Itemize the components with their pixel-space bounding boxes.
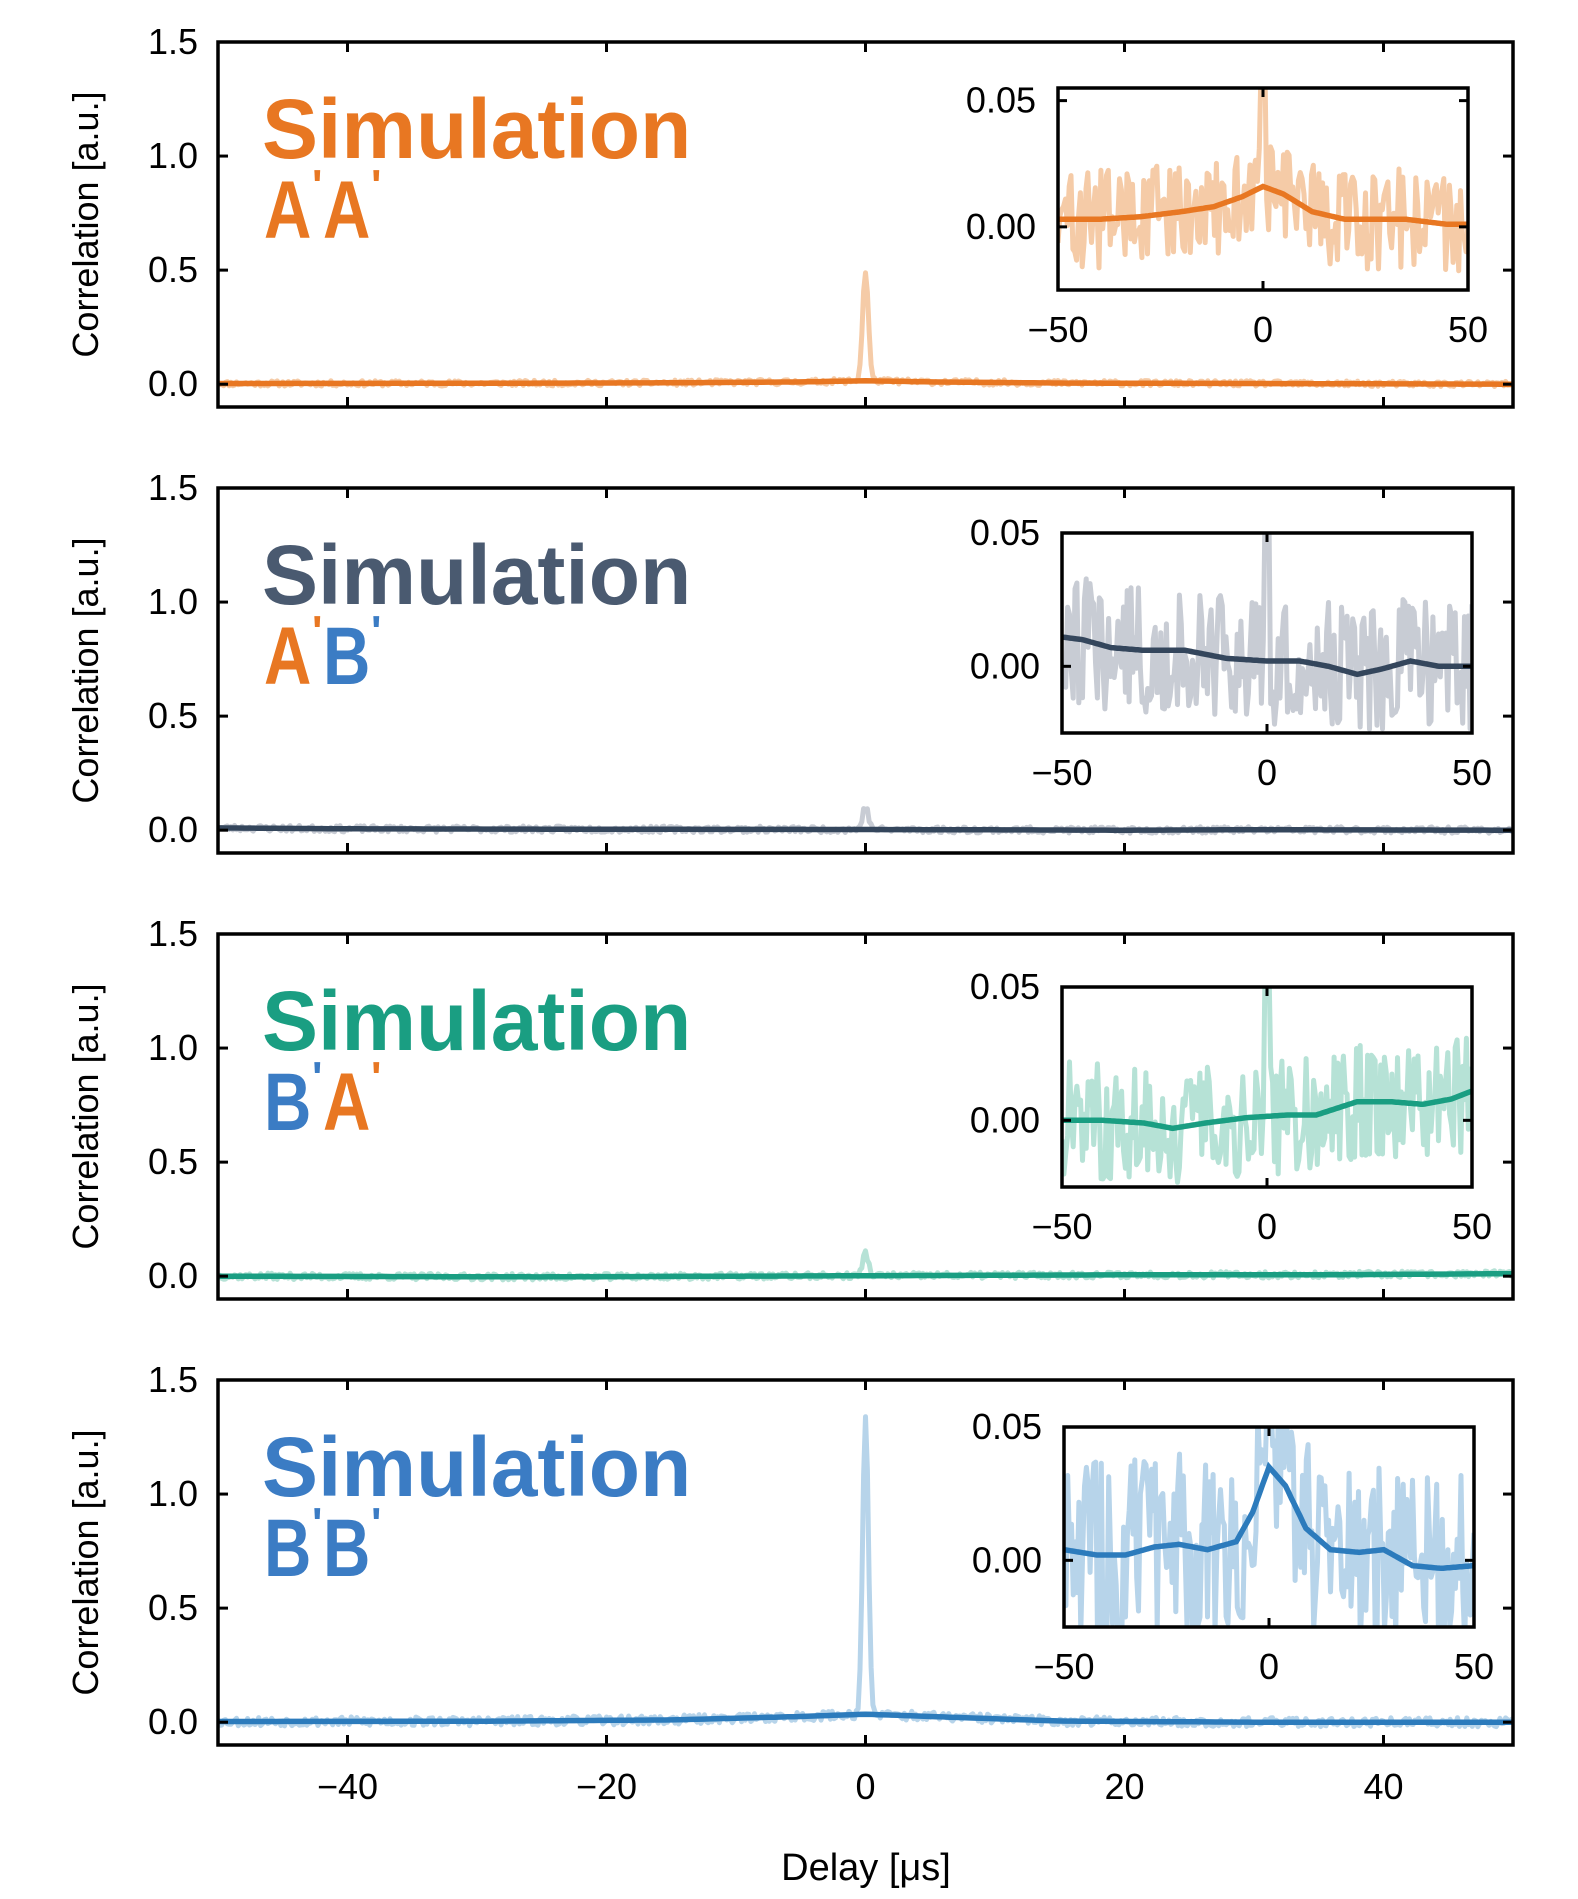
y-tick-label: 1.5	[148, 21, 198, 62]
inset: 0.00 0.05 −50 0 50	[966, 80, 1488, 350]
y-axis-label: Correlation [a.u.]	[65, 983, 106, 1249]
inset-raw-series-line	[1058, 88, 1468, 274]
x-axis-label: Delay [μs]	[781, 1847, 951, 1889]
panel-3: 0.0 0.5 1.0 1.5 Correlation [a.u.] Simulation…	[65, 913, 1515, 1301]
y-tick-label: 1.0	[148, 581, 198, 622]
y-tick-label: 1.5	[148, 1359, 198, 1400]
inset-x-tick-label: 0	[1257, 752, 1277, 793]
x-tick-label: −20	[576, 1766, 637, 1807]
y-tick-label: 1.0	[148, 1473, 198, 1514]
pair-prime: '	[371, 161, 381, 210]
y-tick-label: 0.0	[148, 1701, 198, 1742]
pair-letter: A	[264, 610, 311, 702]
y-tick-label: 1.0	[148, 135, 198, 176]
pair-prime: '	[312, 1499, 322, 1548]
y-tick-label: 1.0	[148, 1027, 198, 1068]
inset-x-tick-label: −50	[1031, 752, 1092, 793]
pair-label: A ' A '	[264, 161, 381, 256]
inset: 0.00 0.05 −50 0 50	[972, 1406, 1494, 1687]
y-axis-label: Correlation [a.u.]	[65, 91, 106, 357]
y-tick-label: 0.5	[148, 1141, 198, 1182]
inset-x-tick-label: −50	[1031, 1206, 1092, 1247]
panel-title: Simulation	[262, 974, 691, 1068]
pair-prime: '	[371, 607, 381, 656]
inset-x-tick-label: 0	[1259, 1646, 1279, 1687]
x-tick-label: 40	[1363, 1766, 1403, 1807]
pair-letter: A	[264, 164, 311, 256]
inset-y-tick-label: 0.05	[970, 512, 1040, 553]
pair-letter: B	[264, 1056, 311, 1148]
inset-x-tick-label: 50	[1452, 1206, 1492, 1247]
pair-letter: B	[264, 1502, 311, 1594]
pair-label: A ' B '	[264, 607, 381, 702]
inset: 0.00 0.05 −50 0 50	[970, 966, 1492, 1247]
y-tick-label: 0.0	[148, 809, 198, 850]
panel-4: 0.0 0.5 1.0 1.5 −40 −20 0 20 40 Correlation [a.u.…	[65, 1359, 1515, 1807]
inset-y-tick-label: 0.05	[966, 80, 1036, 121]
inset-y-tick-label: 0.00	[970, 1099, 1040, 1140]
y-tick-label: 0.0	[148, 1255, 198, 1296]
inset-smoothed-series-line	[1058, 183, 1468, 228]
y-tick-label: 0.0	[148, 363, 198, 404]
inset-x-tick-label: 50	[1454, 1646, 1494, 1687]
panel-title: Simulation	[262, 82, 691, 176]
inset-x-tick-label: 50	[1452, 752, 1492, 793]
inset-raw-series-line	[1064, 1427, 1474, 1627]
smoothed-series-line	[218, 378, 1513, 387]
inset-smoothed-series-line	[1062, 1088, 1472, 1132]
smoothed-series-line	[218, 1270, 1513, 1280]
panel-title: Simulation	[262, 528, 691, 622]
pair-prime: '	[312, 161, 322, 210]
pair-prime: '	[371, 1499, 381, 1548]
smoothed-series-line	[218, 1711, 1513, 1725]
inset-x-tick-label: 50	[1448, 309, 1488, 350]
pair-letter: A	[323, 1056, 370, 1148]
smoothed-series-line	[218, 825, 1513, 833]
inset-y-tick-label: 0.05	[972, 1406, 1042, 1447]
inset-y-tick-label: 0.00	[966, 206, 1036, 247]
inset-x-tick-label: 0	[1257, 1206, 1277, 1247]
x-tick-label: 0	[855, 1766, 875, 1807]
pair-letter: A	[323, 164, 370, 256]
y-tick-label: 1.5	[148, 913, 198, 954]
y-axis-label: Correlation [a.u.]	[65, 537, 106, 803]
pair-prime: '	[371, 1053, 381, 1102]
inset-y-tick-label: 0.00	[970, 645, 1040, 686]
x-tick-label: 20	[1104, 1766, 1144, 1807]
y-axis-label: Correlation [a.u.]	[65, 1429, 106, 1695]
inset-raw-series-line	[1062, 533, 1472, 732]
pair-label: B ' B '	[264, 1499, 381, 1594]
inset-x-tick-label: −50	[1027, 309, 1088, 350]
pair-letter: B	[323, 610, 370, 702]
inset-x-tick-label: −50	[1033, 1646, 1094, 1687]
y-tick-label: 1.5	[148, 467, 198, 508]
y-tick-label: 0.5	[148, 695, 198, 736]
pair-label: B ' A '	[264, 1053, 381, 1148]
y-tick-label: 0.5	[148, 249, 198, 290]
panel-title: Simulation	[262, 1420, 691, 1514]
inset-smoothed-series-line	[1062, 634, 1472, 678]
x-tick-label: −40	[317, 1766, 378, 1807]
inset-y-tick-label: 0.00	[972, 1539, 1042, 1580]
inset: 0.00 0.05 −50 0 50	[970, 512, 1492, 793]
inset-raw-series-line	[1062, 987, 1472, 1185]
inset-smoothed-series-line	[1064, 1461, 1474, 1572]
pair-letter: B	[323, 1502, 370, 1594]
panel-2: 0.0 0.5 1.0 1.5 Correlation [a.u.] Simulation…	[65, 467, 1515, 855]
pair-prime: '	[312, 1053, 322, 1102]
panel-1: 0.0 0.5 1.0 1.5 Correlation [a.u.] Simulation…	[65, 21, 1515, 409]
pair-prime: '	[312, 607, 322, 656]
inset-x-tick-label: 0	[1253, 309, 1273, 350]
inset-y-tick-label: 0.05	[970, 966, 1040, 1007]
y-tick-label: 0.5	[148, 1587, 198, 1628]
